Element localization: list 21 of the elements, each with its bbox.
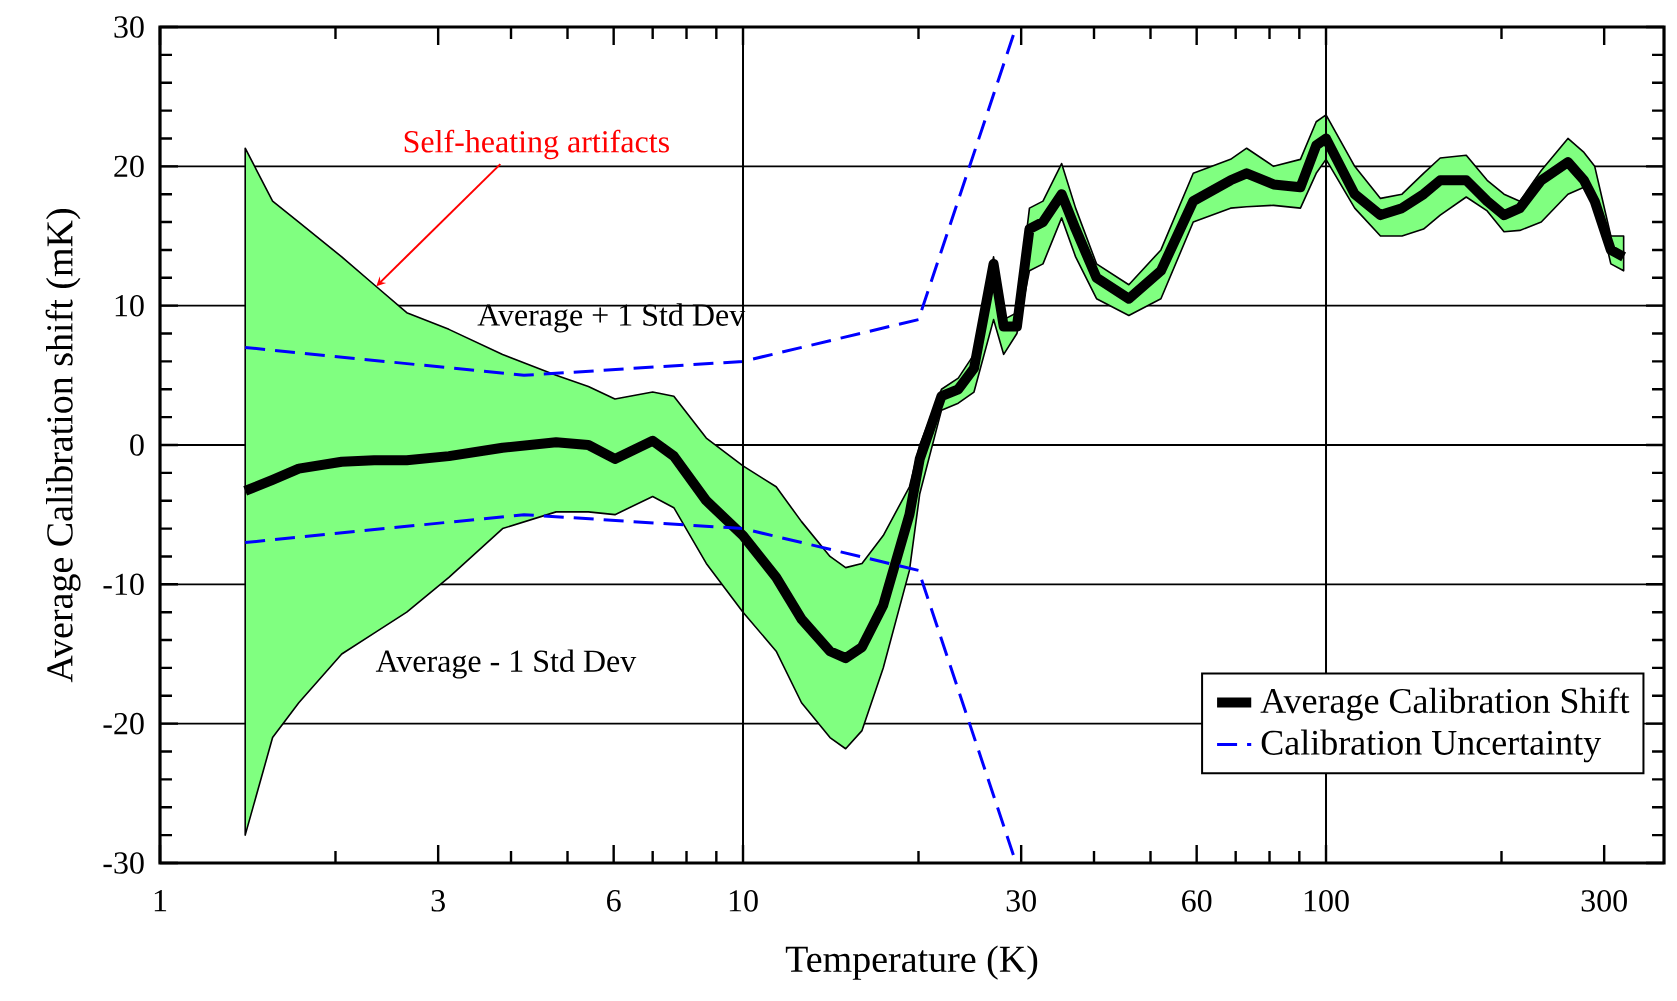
legend-label: Average Calibration Shift [1260,687,1630,721]
y-axis-title: Average Calibration shift (mK) [45,209,81,683]
x-tick-label: 1 [154,890,167,912]
x-tick-label: 100 [1304,890,1349,912]
y-tick-label: 0 [130,434,144,456]
x-tick-label: 3 [431,890,445,912]
y-tick-label: -20 [103,712,144,735]
legend-label: Calibration Uncertainty [1261,729,1602,763]
y-tick-label: 30 [114,16,144,38]
x-axis-title: Temperature (K) [785,945,1038,980]
annotation: Self-heating artifacts [404,129,669,160]
annotation: Average - 1 Std Dev [375,649,637,679]
x-tick-label: 6 [607,890,621,912]
y-tick-label: -10 [103,573,144,596]
x-tick-label: 300 [1581,890,1627,912]
y-tick-label: 20 [114,155,144,178]
y-tick-label: 10 [115,294,144,317]
x-tick-label: 60 [1182,890,1212,912]
y-tick-label: -30 [103,852,144,874]
x-tick-label: 10 [729,890,758,912]
x-tick-label: 30 [1006,890,1036,912]
